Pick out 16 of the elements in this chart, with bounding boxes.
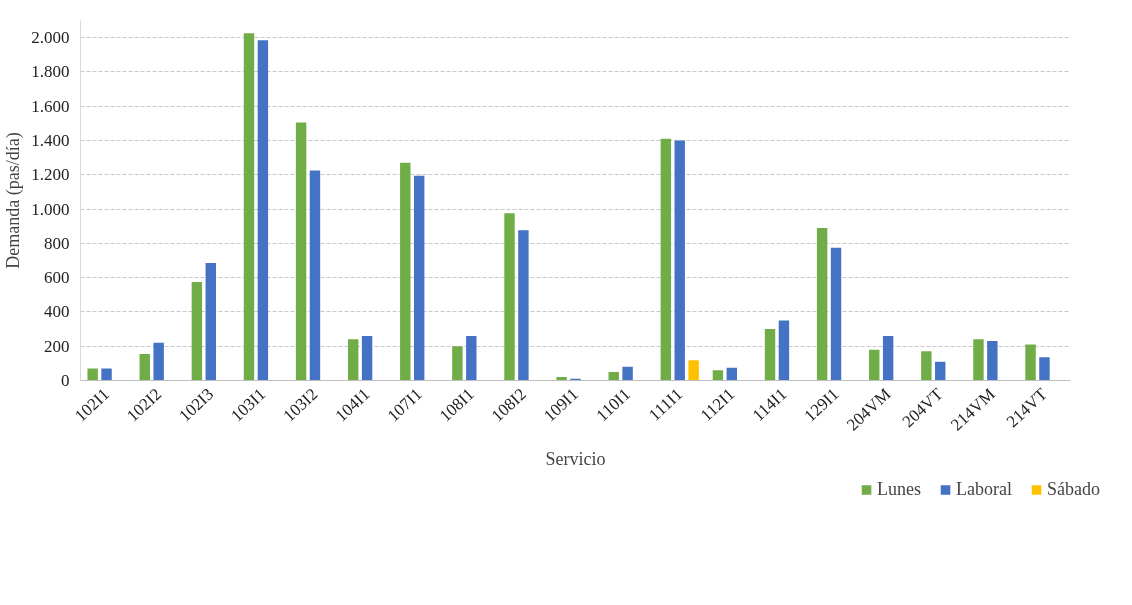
x-axis-title: Servicio [545, 449, 606, 470]
y-tick-label: 2.000 [31, 28, 70, 48]
legend-label: Laboral [956, 478, 1012, 500]
y-tick-label: 0 [61, 371, 70, 390]
y-tick-label: 800 [44, 233, 70, 253]
y-tick-label: 1.000 [31, 199, 70, 219]
y-tick-label: 600 [44, 268, 70, 288]
y-tick-label: 1.400 [31, 131, 70, 150]
legend-label: Sábado [1047, 478, 1100, 500]
y-tick-label: 400 [44, 302, 70, 322]
y-tick-label: 1.800 [31, 62, 70, 82]
y-tick-label: 200 [44, 336, 70, 356]
legend-label: Lunes [877, 478, 922, 500]
y-tick-label: 1.200 [31, 165, 70, 185]
y-axis-title: Demanda (pas/día) [3, 132, 25, 269]
y-tick-label: 1.600 [31, 96, 70, 116]
